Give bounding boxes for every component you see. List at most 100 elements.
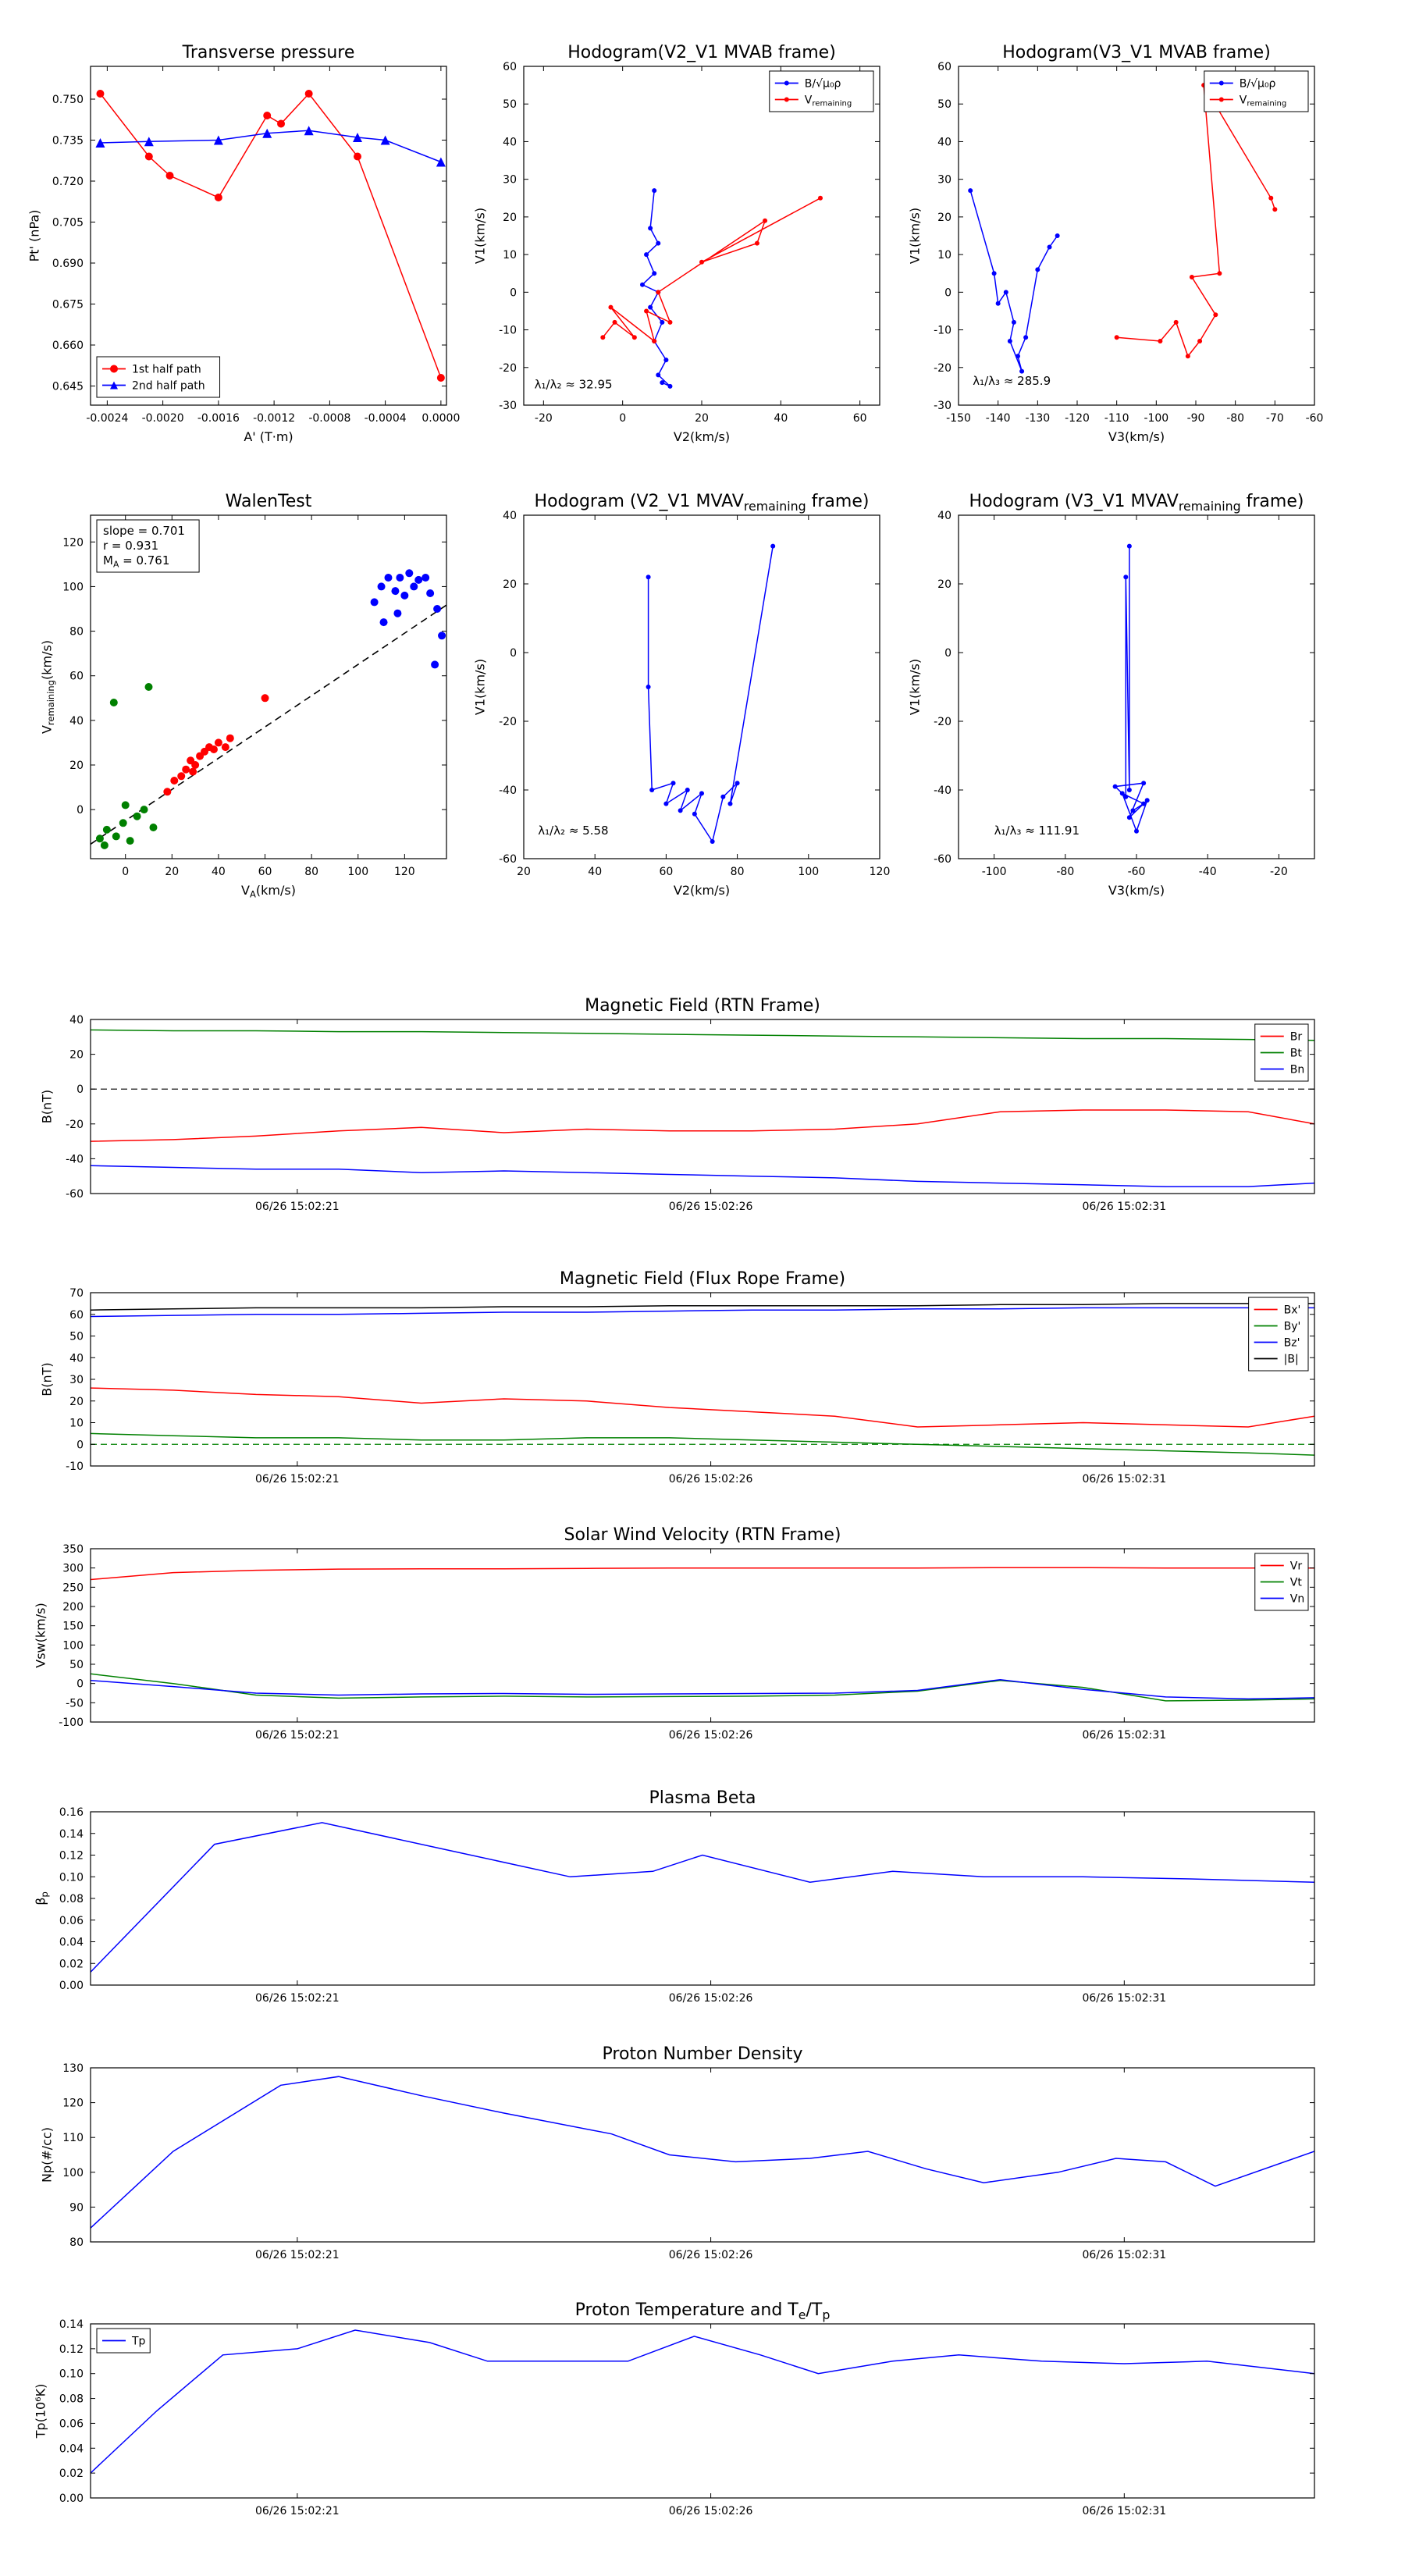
y-tick-label: 0 xyxy=(510,286,517,299)
chart-title: Hodogram(V3_V1 MVAB frame) xyxy=(1002,43,1271,62)
x-axis-label: V3(km/s) xyxy=(1108,883,1165,898)
y-tick-label: 100 xyxy=(62,581,84,593)
y-axis-label: B(nT) xyxy=(40,1362,55,1396)
y-tick-label: 50 xyxy=(69,1659,84,1671)
y-tick-label: 0.690 xyxy=(52,258,84,270)
chart-title: Hodogram (V3_V1 MVAVremaining frame) xyxy=(969,492,1304,514)
x-tick-label: -60 xyxy=(1306,412,1324,425)
y-tick-label: -10 xyxy=(934,325,951,337)
y-tick-label: 20 xyxy=(69,1396,84,1408)
chart-title: Magnetic Field (RTN Frame) xyxy=(585,996,820,1016)
x-tick-label: -40 xyxy=(1199,866,1217,878)
y-tick-label: 0.750 xyxy=(52,94,84,106)
annotation-box-line: r = 0.931 xyxy=(103,539,158,553)
y-tick-label: 30 xyxy=(937,174,951,187)
y-tick-label: 200 xyxy=(62,1601,84,1614)
y-axis-label: B(nT) xyxy=(40,1090,55,1123)
y-tick-label: 120 xyxy=(62,536,84,549)
x-tick-label: 06/26 15:02:26 xyxy=(669,1729,753,1742)
y-tick-label: -50 xyxy=(66,1697,84,1710)
y-axis-label: Pt' (nPa) xyxy=(27,210,41,262)
y-tick-label: 300 xyxy=(62,1563,84,1575)
y-tick-label: 0.705 xyxy=(52,217,84,229)
legend-label: Vn xyxy=(1290,1592,1304,1605)
y-tick-label: 40 xyxy=(69,1014,84,1026)
chart-title: WalenTest xyxy=(226,492,312,511)
plot-area xyxy=(91,2076,1314,2229)
x-tick-label: 80 xyxy=(304,866,318,878)
x-tick-label: 120 xyxy=(394,866,415,878)
plot-area xyxy=(91,1029,1314,1187)
y-tick-label: -10 xyxy=(499,325,517,337)
x-tick-label: 0 xyxy=(122,866,129,878)
x-axis-label: V2(km/s) xyxy=(674,429,730,444)
chart-hodogram-v3v1-mvab: -150 -140 -130 -120 -110 -100 -90 -80 -70 -60-30-… xyxy=(908,43,1324,444)
y-tick-label: 0.14 xyxy=(59,2318,84,2331)
y-tick-label: 110 xyxy=(62,2132,84,2144)
x-tick-label: 06/26 15:02:21 xyxy=(255,2505,340,2517)
annotation-box-line: slope = 0.701 xyxy=(103,524,185,538)
legend-box xyxy=(769,70,874,112)
x-tick-label: 60 xyxy=(659,866,673,878)
legend-label: |B| xyxy=(1284,1353,1299,1365)
y-tick-label: 0.735 xyxy=(52,135,84,148)
x-tick-label: -0.0008 xyxy=(308,412,350,425)
y-tick-label: -20 xyxy=(499,362,517,375)
chart-title: Proton Number Density xyxy=(603,2044,803,2064)
x-tick-label: 06/26 15:02:26 xyxy=(669,1201,753,1213)
x-tick-label: 06/26 15:02:26 xyxy=(669,1473,753,1485)
y-tick-label: -10 xyxy=(66,1461,84,1473)
x-tick-label: -100 xyxy=(982,866,1007,878)
x-tick-label: -140 xyxy=(986,412,1011,425)
y-tick-label: 60 xyxy=(937,61,951,73)
x-tick-label: -20 xyxy=(1270,866,1288,878)
y-tick-label: 90 xyxy=(69,2201,84,2214)
y-tick-label: 80 xyxy=(69,2236,84,2249)
y-tick-label: -40 xyxy=(66,1153,84,1165)
x-tick-label: -60 xyxy=(1128,866,1146,878)
x-tick-label: 06/26 15:02:31 xyxy=(1082,1992,1166,2005)
x-axis-label: A' (T·m) xyxy=(244,429,293,444)
y-tick-label: 0.06 xyxy=(59,1915,84,1927)
annotation-box xyxy=(96,519,200,573)
legend-label: Bn xyxy=(1290,1063,1304,1076)
plot-area xyxy=(646,543,776,844)
chart-title: Proton Temperature and Te/Tp xyxy=(575,2300,831,2322)
y-tick-label: 60 xyxy=(503,61,517,73)
legend-label: Bz' xyxy=(1284,1336,1300,1349)
y-axis-label: V1(km/s) xyxy=(908,659,923,715)
y-tick-label: 10 xyxy=(69,1418,84,1430)
y-tick-label: 0.12 xyxy=(59,1850,84,1863)
y-axis-label: Tp(10⁶K) xyxy=(34,2384,48,2439)
x-tick-label: 80 xyxy=(731,866,745,878)
y-axis-label: Np(#/cc) xyxy=(40,2127,55,2183)
legend-label: 1st half path xyxy=(132,363,201,375)
y-axis-label: V1(km/s) xyxy=(473,659,488,715)
y-axis-label: V1(km/s) xyxy=(908,208,923,264)
chart-transverse-pressure: -0.0024 -0.0020 -0.0016 -0.0012 -0.0008 -0.00… xyxy=(27,43,460,444)
annotation: λ₁/λ₃ ≈ 111.91 xyxy=(994,824,1080,838)
y-tick-label: 0 xyxy=(76,804,84,817)
y-tick-label: 0.02 xyxy=(59,1958,84,1970)
chart-title: Hodogram(V2_V1 MVAB frame) xyxy=(567,43,836,62)
legend-label: Vremaining xyxy=(1240,94,1287,108)
y-tick-label: 0 xyxy=(510,647,517,660)
y-tick-label: 0 xyxy=(76,1678,84,1691)
x-tick-label: 40 xyxy=(212,866,226,878)
x-tick-label: -130 xyxy=(1025,412,1050,425)
legend-label: Br xyxy=(1290,1030,1303,1043)
x-axis-label: V3(km/s) xyxy=(1108,429,1165,444)
x-tick-label: -0.0004 xyxy=(365,412,407,425)
annotation: λ₁/λ₂ ≈ 32.95 xyxy=(535,377,613,391)
y-tick-label: 0.04 xyxy=(59,1937,84,1949)
y-tick-label: 40 xyxy=(69,1352,84,1364)
legend-label: Vremaining xyxy=(805,94,852,108)
y-axis-label: Vremaining(km/s) xyxy=(40,640,57,734)
y-tick-label: 80 xyxy=(69,626,84,639)
plot-area xyxy=(968,83,1278,374)
chart-title: Solar Wind Velocity (RTN Frame) xyxy=(564,1525,841,1545)
y-axis-label: βp xyxy=(34,1891,51,1905)
legend-box xyxy=(1204,70,1309,112)
chart-hodogram-v2v1-mvab: -20 0 20 40 60 -30 -20 -10 0 10 20 30 40 50 60 Hodogram… xyxy=(473,43,880,444)
plot-area xyxy=(91,1822,1314,1973)
